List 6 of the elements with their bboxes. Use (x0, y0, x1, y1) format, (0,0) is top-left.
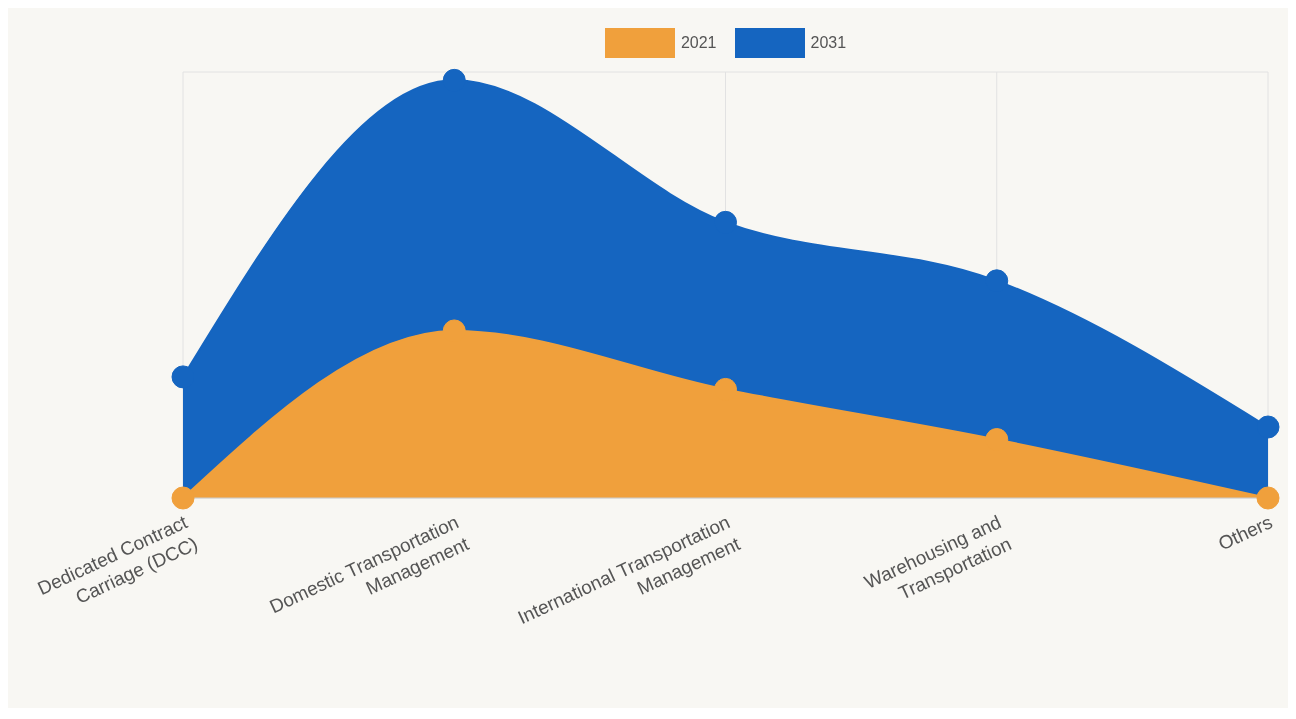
legend-label: 2031 (810, 34, 847, 52)
point (171, 486, 195, 510)
point (1256, 486, 1280, 510)
point (1256, 415, 1280, 439)
legend-label: 2021 (680, 34, 717, 52)
x-tick-label: Others (1215, 511, 1276, 555)
